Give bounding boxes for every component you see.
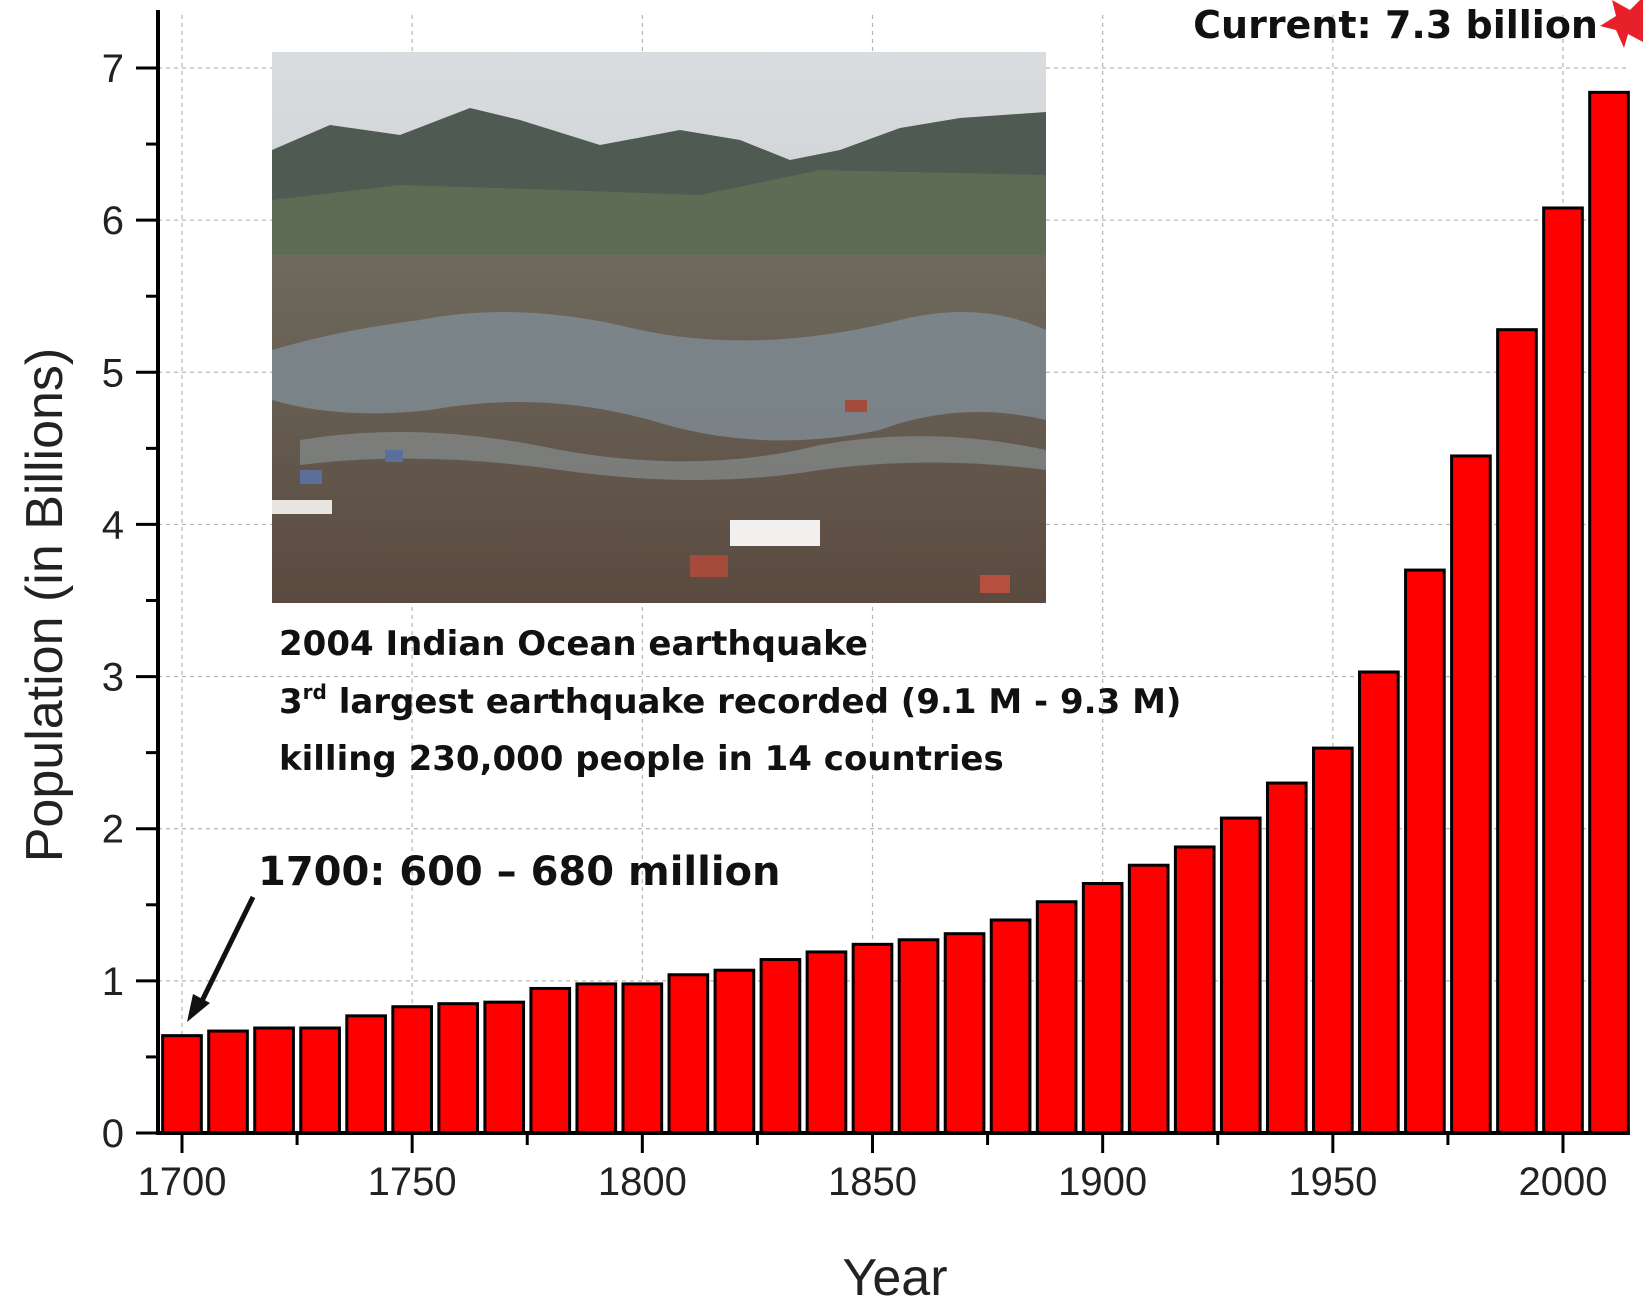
- x-tick-label: 1850: [828, 1160, 917, 1204]
- bar: [391, 1005, 434, 1135]
- bar: [621, 982, 664, 1135]
- bar: [667, 973, 710, 1135]
- bar: [1311, 746, 1354, 1135]
- bar: [1219, 816, 1262, 1135]
- bar: [575, 982, 618, 1135]
- y-tick-label: 6: [102, 199, 124, 243]
- bar: [1450, 454, 1492, 1135]
- x-tick-label: 1950: [1288, 1160, 1377, 1204]
- y-tick-label: 1: [102, 960, 124, 1004]
- bar: [1588, 90, 1630, 1135]
- y-tick-label: 4: [102, 503, 124, 547]
- bar: [851, 942, 894, 1135]
- bar: [345, 1014, 387, 1135]
- bar: [1542, 206, 1584, 1135]
- axes: [136, 10, 1630, 1153]
- earthquake-magnitude-text: largest earthquake recorded (9.1 M - 9.3…: [327, 682, 1182, 722]
- x-axis-title: Year: [842, 1249, 947, 1304]
- y-tick-label: 5: [102, 351, 124, 395]
- star-icon: [1600, 0, 1643, 48]
- bar: [805, 950, 848, 1135]
- bar: [713, 968, 756, 1135]
- y-tick-label: 3: [102, 656, 124, 700]
- tick-labels: 0 1 2 3 4 5 6 7 1700 1750 1800 1850 1900 1950 2000: [102, 47, 1608, 1204]
- earthquake-rank-suffix: rd: [303, 680, 327, 704]
- bar: [989, 918, 1032, 1135]
- bar: [437, 1002, 480, 1135]
- y-tick-label: 0: [102, 1112, 124, 1156]
- bar: [483, 1000, 526, 1135]
- x-tick-label: 1900: [1058, 1160, 1147, 1204]
- y-axis-title: Population (in Billions): [16, 348, 74, 863]
- x-tick-label: 1750: [368, 1160, 457, 1204]
- start-population-annotation: 1700: 600 – 680 million: [258, 849, 781, 895]
- earthquake-rank: 3: [279, 682, 303, 722]
- bar: [207, 1029, 249, 1135]
- bar: [1358, 670, 1400, 1135]
- x-tick-label: 2000: [1519, 1160, 1608, 1204]
- bar: [1265, 781, 1308, 1135]
- earthquake-annotation-line2: 3rd largest earthquake recorded (9.1 M -…: [279, 680, 1181, 722]
- bar: [897, 938, 940, 1135]
- bar: [1127, 863, 1170, 1135]
- current-population-annotation: Current: 7.3 billion: [1193, 3, 1598, 47]
- bar: [1035, 900, 1078, 1135]
- x-tick-label: 1700: [138, 1160, 227, 1204]
- bar: [253, 1026, 295, 1135]
- tsunami-aftermath-photo: [272, 52, 1046, 603]
- bar: [161, 1034, 203, 1135]
- bar: [943, 932, 986, 1135]
- bar: [1496, 328, 1538, 1135]
- bar: [529, 986, 572, 1135]
- bar: [759, 958, 802, 1135]
- bar: [1173, 845, 1216, 1135]
- arrow-icon: [187, 895, 256, 1022]
- earthquake-annotation-line1: 2004 Indian Ocean earthquake: [279, 624, 868, 664]
- bar: [299, 1026, 341, 1135]
- x-tick-label: 1800: [598, 1160, 687, 1204]
- bar: [1404, 568, 1446, 1135]
- bar: [1081, 881, 1124, 1135]
- earthquake-annotation-line3: killing 230,000 people in 14 countries: [279, 739, 1004, 779]
- y-tick-label: 2: [102, 808, 124, 852]
- y-tick-label: 7: [102, 47, 124, 91]
